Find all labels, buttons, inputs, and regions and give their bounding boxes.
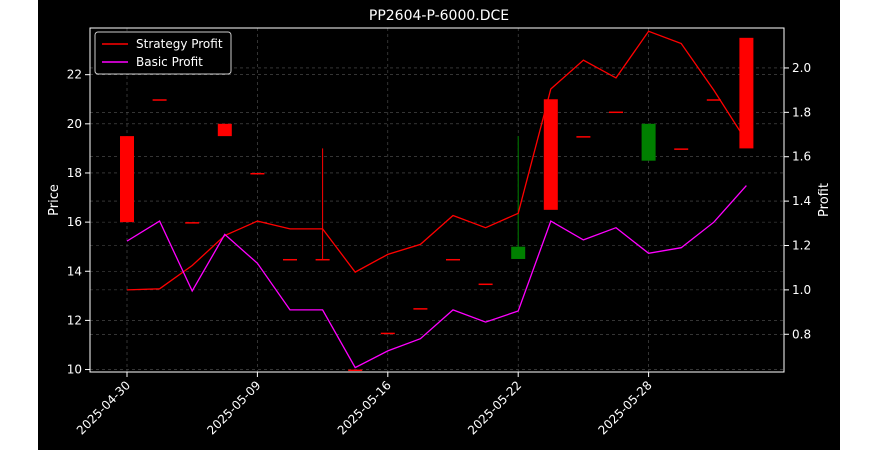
candles — [120, 37, 754, 372]
candle-body-17 — [674, 148, 689, 150]
y-tick-label-left-10: 10 — [67, 363, 82, 377]
candle-body-5 — [283, 258, 297, 261]
strategy-profit-line — [126, 30, 747, 291]
y-tick-label-right-0.8: 0.8 — [792, 327, 811, 341]
profit-lines — [126, 30, 747, 369]
y-tick-label-right-1: 1.0 — [792, 283, 811, 297]
candle-body-2 — [185, 222, 200, 224]
y-tick-label-left-12: 12 — [67, 313, 82, 327]
candle-body-1 — [152, 99, 167, 101]
legend: Strategy Profit Basic Profit — [94, 31, 232, 75]
candle-body-3 — [217, 123, 232, 137]
candle-body-4 — [250, 172, 265, 175]
candle-body-8 — [380, 332, 395, 335]
candle-body-14 — [576, 136, 591, 138]
candle-body-13 — [543, 99, 558, 210]
y-tick-label-right-2: 2.0 — [792, 61, 811, 75]
legend-label-basic: Basic Profit — [136, 55, 203, 69]
candle-body-0 — [120, 136, 134, 223]
candle-body-7 — [348, 369, 363, 372]
y-tick-label-right-1.8: 1.8 — [792, 105, 811, 119]
candle-body-11 — [478, 283, 493, 286]
y-tick-label-right-1.6: 1.6 — [792, 150, 811, 164]
candle-body-12 — [511, 246, 526, 259]
y-tick-label-left-20: 20 — [67, 117, 82, 131]
candle-body-6 — [315, 258, 330, 261]
y-tick-label-right-1.2: 1.2 — [792, 238, 811, 252]
y-axis-label-left: Price — [47, 184, 62, 216]
y-tick-label-right-1.4: 1.4 — [792, 194, 811, 208]
candle-body-16 — [641, 123, 656, 161]
candle-body-18 — [706, 99, 721, 101]
legend-label-strategy: Strategy Profit — [136, 37, 223, 51]
y-tick-label-left-14: 14 — [67, 264, 82, 278]
y-tick-label-left-16: 16 — [67, 215, 82, 229]
y-tick-label-left-22: 22 — [67, 68, 82, 82]
candle-body-19 — [739, 37, 754, 149]
y-tick-label-left-18: 18 — [67, 166, 82, 180]
plot-frame — [89, 27, 785, 373]
legend-box — [94, 31, 232, 75]
candle-body-10 — [446, 258, 460, 261]
basic-profit-line — [126, 185, 747, 369]
chart-background — [38, 0, 840, 450]
candle-body-9 — [413, 308, 428, 310]
chart-title: PP2604-P-6000.DCE — [369, 8, 509, 24]
candle-body-15 — [609, 111, 623, 114]
grid — [90, 28, 784, 372]
y-axis-label-right: Profit — [817, 183, 832, 217]
